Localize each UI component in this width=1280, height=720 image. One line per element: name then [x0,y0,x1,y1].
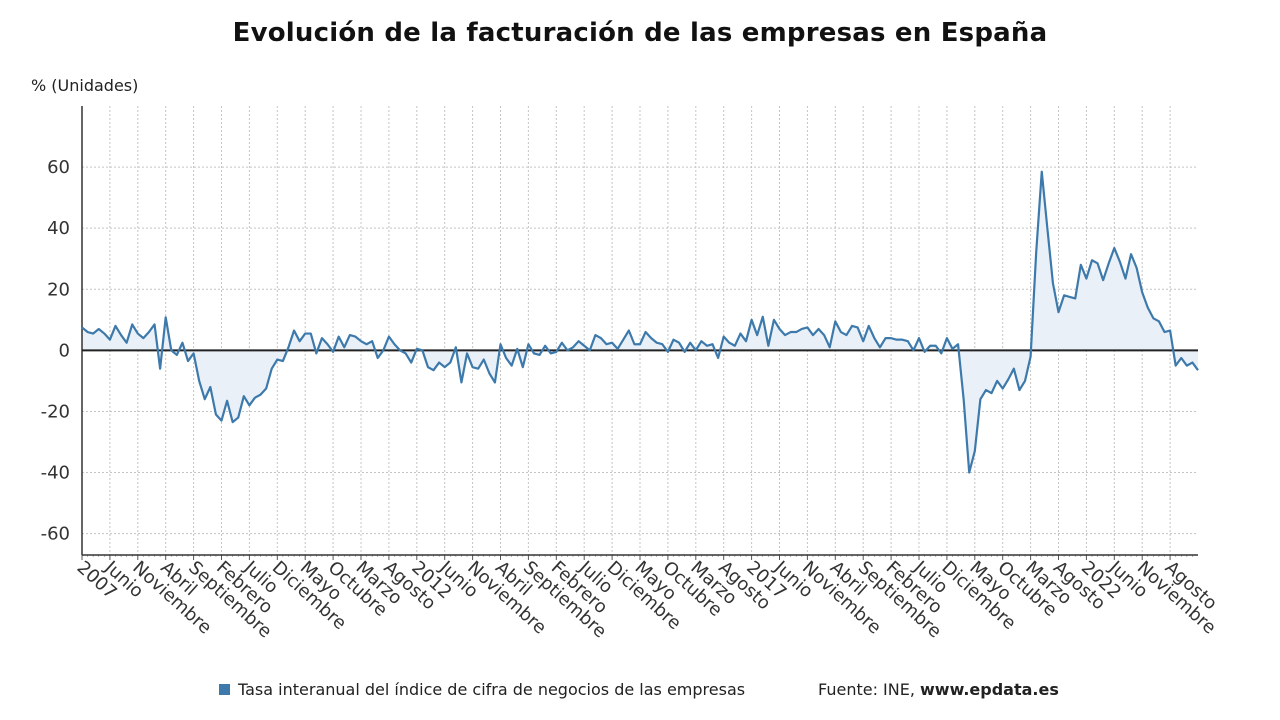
source-site: www.epdata.es [920,680,1059,699]
y-tick-label: -40 [41,463,70,484]
y-tick-label: -60 [41,524,70,545]
y-tick-label: 60 [47,157,70,178]
y-tick-label: -20 [41,401,70,422]
y-tick-label: 20 [47,279,70,300]
y-tick-label: 40 [47,218,70,239]
legend: Tasa interanual del índice de cifra de n… [219,680,745,699]
y-tick-label: 0 [59,340,70,361]
source-label: Fuente: INE, [818,680,921,699]
source-note: Fuente: INE, www.epdata.es [818,680,1059,699]
chart-title: Evolución de la facturación de las empre… [232,18,1048,48]
legend-label: Tasa interanual del índice de cifra de n… [238,680,746,699]
series-line [81,170,1199,474]
chart-footer: Tasa interanual del índice de cifra de n… [0,680,1280,704]
chart-area: 6040200-20-40-602007JunioNoviembreAbrilS… [41,106,1221,642]
y-axis-label: % (Unidades) [31,76,139,95]
legend-swatch [219,684,230,695]
